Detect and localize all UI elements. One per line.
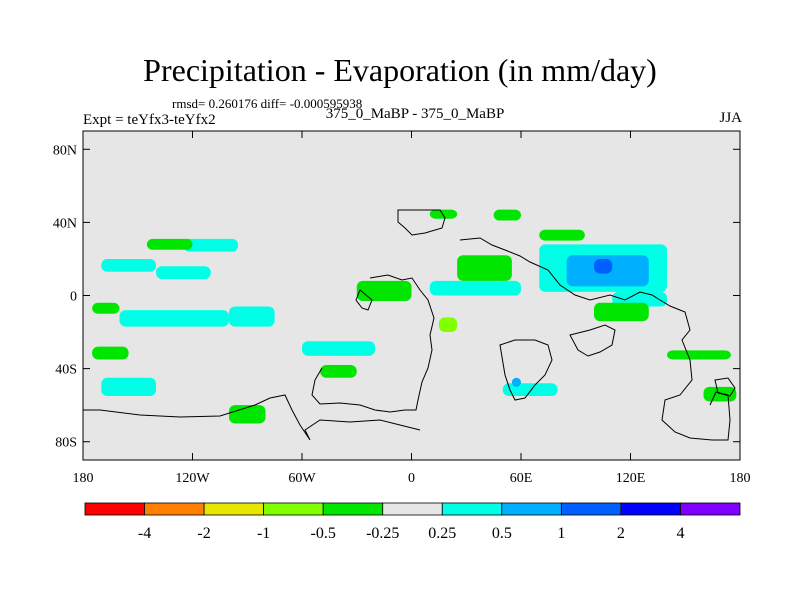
contour-region-2	[183, 238, 239, 252]
coastline-antarctic	[83, 394, 421, 441]
chart-title: Precipitation - Evaporation (in mm/day)	[143, 52, 657, 88]
x-tick-label-1: 120W	[175, 471, 210, 486]
colorbar: -4 -2 -1 -0.5 -0.25 0.25 0.5 1 2 4	[84, 502, 741, 542]
contour-region-1	[156, 266, 211, 280]
colorbar-swatch-0	[84, 502, 145, 516]
x-tick-label-5: 120E	[616, 471, 646, 486]
contour-region-3	[119, 310, 229, 327]
colorbar-swatch-10	[680, 502, 741, 516]
colorbar-swatch-9	[620, 502, 681, 516]
coastline-north-america	[397, 209, 446, 236]
coastline-europe-asia	[459, 237, 731, 441]
colorbar-label-1: -2	[197, 525, 210, 542]
contour-region-4	[229, 306, 275, 327]
y-tick-label-3: 40S	[55, 363, 77, 378]
contour-region-17	[429, 209, 458, 219]
contour-region-20	[356, 280, 412, 301]
contour-region-24	[320, 364, 357, 378]
colorbar-swatch-8	[560, 502, 622, 516]
contour-region-5	[302, 341, 375, 356]
x-tick-label-4: 60E	[510, 471, 533, 486]
contour-region-14	[146, 238, 193, 250]
contour-region-19	[457, 255, 512, 281]
contour-region-12	[511, 377, 521, 387]
colorbar-label-4: -0.25	[366, 525, 399, 542]
colorbar-swatch-4	[322, 502, 384, 516]
contour-region-16	[92, 346, 129, 360]
contour-region-15	[92, 302, 120, 314]
colorbar-label-9: 4	[676, 525, 684, 542]
colorbar-swatch-7	[501, 502, 562, 516]
colorbar-swatch-6	[441, 502, 503, 516]
comparison-label: 375_0_MaBP - 375_0_MaBP	[325, 106, 505, 122]
contour-region-13	[594, 258, 613, 274]
contour-regions	[92, 209, 737, 424]
contour-region-9	[101, 377, 156, 397]
colorbar-label-8: 2	[617, 525, 625, 542]
y-axis-ticks: 80N 40N 0 40S 80S	[53, 143, 740, 451]
colorbar-label-3: -0.5	[311, 525, 336, 542]
contour-region-23	[667, 350, 731, 360]
y-tick-label-4: 80S	[55, 436, 77, 451]
experiment-label: Expt = teYfx3-teYfx2	[83, 112, 216, 128]
colorbar-swatch-1	[144, 502, 205, 516]
contour-region-18	[493, 209, 521, 221]
coastline-island-2	[714, 377, 736, 397]
coastline-east	[499, 339, 553, 401]
contour-region-0	[101, 258, 156, 272]
x-tick-label-6: 180	[730, 471, 751, 486]
contour-region-27	[438, 317, 458, 333]
stats-label: rmsd= 0.260176 diff= -0.000595938	[172, 96, 363, 111]
x-tick-label-0: 180	[73, 471, 94, 486]
contour-region-10	[502, 383, 558, 397]
x-axis-ticks: 180 120W 60W 0 60E 120E 180	[73, 131, 751, 486]
contour-region-21	[539, 229, 585, 241]
colorbar-label-6: 0.5	[492, 525, 512, 542]
contour-region-6	[429, 280, 521, 296]
colorbar-label-5: 0.25	[428, 525, 456, 542]
coastline-south-america	[355, 289, 373, 311]
coastlines	[83, 209, 736, 441]
colorbar-swatch-3	[263, 502, 324, 516]
colorbar-label-0: -4	[138, 525, 151, 542]
y-tick-label-2: 0	[70, 290, 77, 305]
season-label: JJA	[719, 110, 742, 126]
coastline-africa	[311, 274, 435, 413]
colorbar-swatch-5	[382, 502, 443, 516]
y-tick-label-1: 40N	[53, 216, 77, 231]
coastline-island-1	[569, 324, 616, 357]
contour-region-22	[594, 302, 649, 322]
x-tick-label-3: 0	[408, 471, 415, 486]
colorbar-label-2: -1	[257, 525, 270, 542]
y-tick-label-0: 80N	[53, 143, 77, 158]
colorbar-label-7: 1	[557, 525, 565, 542]
x-tick-label-2: 60W	[288, 471, 316, 486]
colorbar-swatch-2	[203, 502, 265, 516]
contour-region-25	[229, 405, 266, 424]
